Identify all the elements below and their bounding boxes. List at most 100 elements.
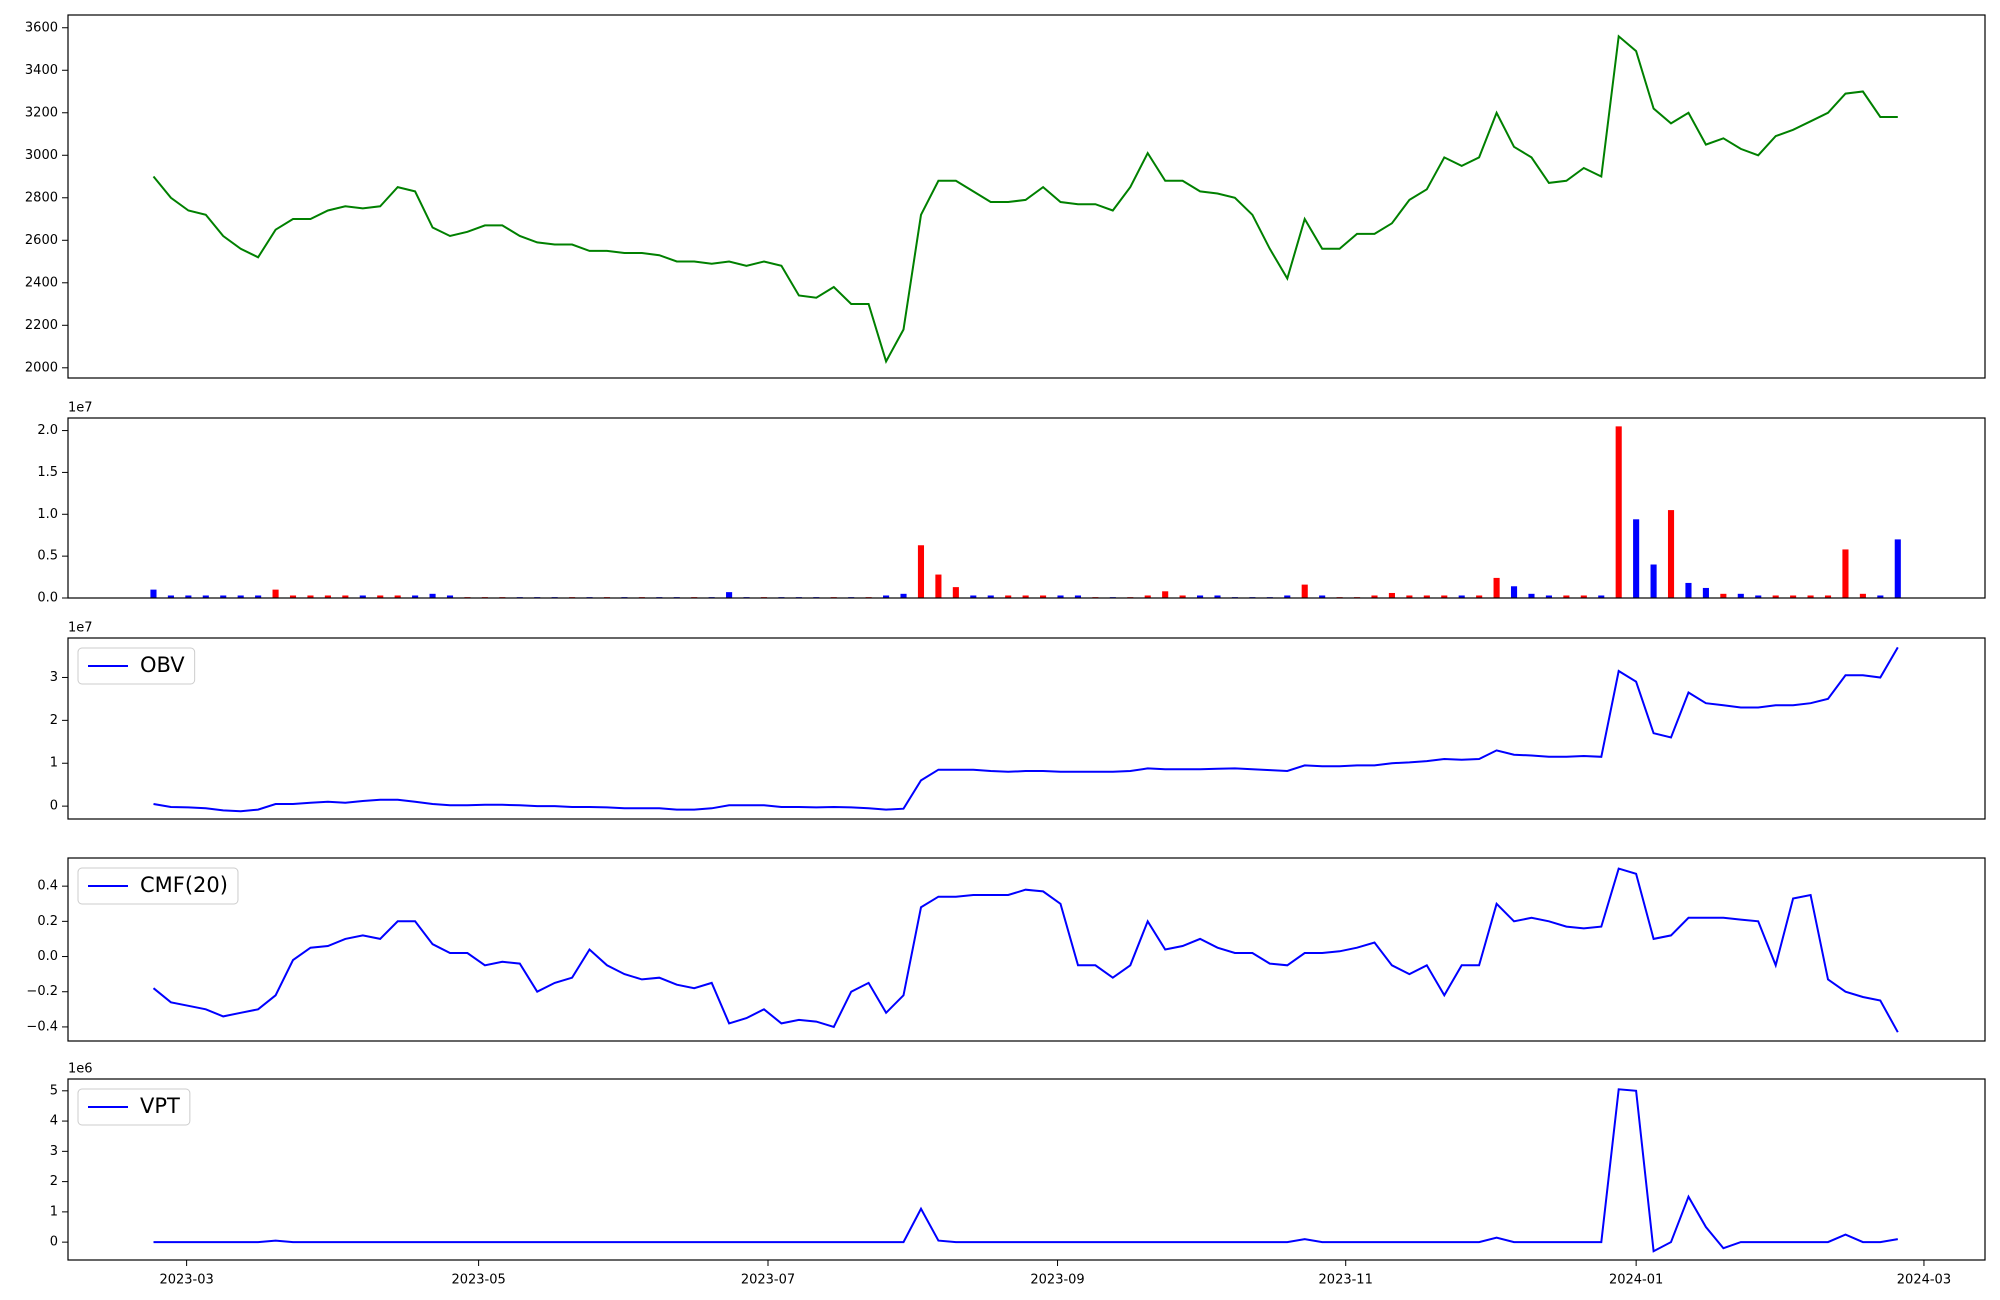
bar — [324, 595, 331, 598]
bar — [1894, 539, 1901, 598]
bar — [1790, 595, 1797, 598]
bar — [1685, 582, 1692, 598]
x-tick-label: 2024-03 — [1897, 1273, 1951, 1288]
bar — [394, 595, 401, 598]
y-tick-label: 2.0 — [37, 423, 58, 438]
bar — [952, 587, 959, 598]
bar — [220, 595, 227, 598]
y-tick-label: 1 — [50, 1204, 58, 1219]
bar — [1545, 595, 1552, 598]
y-tick-label: 0.0 — [37, 591, 58, 606]
bar — [167, 595, 174, 598]
bar — [1528, 593, 1535, 598]
line — [153, 646, 1899, 813]
bar — [1144, 595, 1151, 598]
y-tick-label: 3000 — [25, 148, 58, 163]
bar — [307, 595, 314, 598]
bar — [1510, 586, 1518, 598]
y-tick-label: 0 — [50, 1235, 58, 1250]
bar — [429, 593, 436, 598]
y-tick-label: 2600 — [25, 233, 58, 248]
bar — [1057, 595, 1064, 598]
bar — [289, 595, 297, 598]
bar — [1197, 595, 1204, 598]
bar — [1650, 564, 1657, 598]
legend-box — [77, 647, 196, 685]
y-tick-label: 1 — [50, 756, 58, 771]
bar — [446, 595, 454, 598]
bar — [935, 574, 942, 598]
y-tick-label: 2200 — [25, 318, 58, 333]
legend-box — [77, 867, 239, 905]
bar — [1824, 595, 1832, 598]
bar — [1702, 587, 1709, 598]
bar — [1476, 595, 1483, 598]
y-tick-label: 3400 — [25, 63, 58, 78]
y-tick-label: 0.5 — [37, 549, 58, 564]
bar — [1772, 595, 1779, 598]
y-tick-label: 2 — [50, 1174, 58, 1189]
y-tick-label: 1.5 — [37, 465, 58, 480]
bar — [1371, 595, 1378, 598]
bar — [1755, 595, 1762, 598]
y-tick-label: 0 — [50, 799, 58, 814]
x-tick-label: 2023-03 — [159, 1273, 213, 1288]
bar — [185, 595, 192, 598]
bar — [150, 589, 157, 598]
plot-frame — [67, 637, 1986, 820]
bar — [237, 595, 244, 598]
y-tick-label: 2800 — [25, 190, 58, 205]
y-offset-label: 1e7 — [68, 401, 93, 416]
bar — [970, 595, 977, 598]
plot-frame — [67, 1078, 1986, 1261]
plot-frame — [67, 857, 1986, 1042]
y-tick-label: 1.0 — [37, 507, 58, 522]
bar — [987, 595, 994, 598]
bar — [1388, 592, 1395, 598]
bar — [1406, 595, 1413, 598]
line — [153, 1088, 1898, 1253]
x-tick-label: 2023-07 — [741, 1273, 795, 1288]
line — [152, 867, 1899, 1033]
y-tick-label: −0.4 — [26, 1019, 58, 1034]
bar — [726, 592, 733, 598]
bar — [883, 595, 890, 598]
y-tick-label: 4 — [50, 1114, 58, 1129]
y-tick-label: 2 — [50, 713, 58, 728]
bar — [342, 595, 349, 598]
y-tick-label: 0.4 — [37, 879, 58, 894]
bar — [1179, 595, 1186, 598]
bar — [1737, 593, 1744, 598]
bar — [1598, 595, 1605, 598]
legend-text: VPT — [140, 1094, 180, 1118]
bar — [1214, 595, 1221, 598]
bar — [1807, 595, 1814, 598]
y-tick-label: 0.0 — [37, 949, 58, 964]
bar — [1859, 593, 1866, 598]
plot-frame — [67, 14, 1986, 379]
bar — [917, 545, 925, 598]
bar — [1441, 595, 1448, 598]
plot-frame — [67, 417, 1986, 599]
bar — [1580, 595, 1587, 598]
bar — [1563, 595, 1570, 598]
line — [152, 34, 1898, 364]
bar — [202, 595, 209, 598]
y-tick-label: 3600 — [25, 20, 58, 35]
bar — [1877, 595, 1884, 598]
bar — [900, 593, 907, 598]
bar — [272, 589, 279, 598]
y-tick-label: 3200 — [25, 105, 58, 120]
x-tick-label: 2023-09 — [1030, 1273, 1084, 1288]
x-tick-label: 2024-01 — [1609, 1273, 1663, 1288]
bar — [1615, 426, 1622, 598]
y-tick-label: 2400 — [25, 275, 58, 290]
bar — [1301, 584, 1308, 598]
y-tick-label: 3 — [50, 670, 58, 685]
bar — [1005, 595, 1012, 598]
x-tick-label: 2023-05 — [451, 1273, 505, 1288]
y-tick-label: 3 — [50, 1144, 58, 1159]
bar — [1040, 595, 1047, 598]
